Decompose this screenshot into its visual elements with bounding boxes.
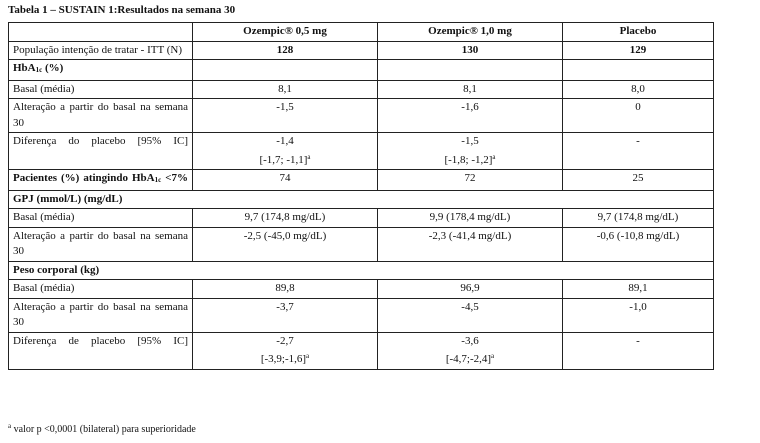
- cell-value: 129: [562, 40, 714, 60]
- header-placebo: Placebo: [562, 22, 714, 42]
- section-header-gpj: GPJ (mmol/L) (mg/dL): [8, 189, 714, 209]
- cell-value: -1,4 [-1,7; -1,1]a: [192, 132, 378, 170]
- cell-value: -: [562, 132, 714, 170]
- cell-value: -3,7: [192, 297, 378, 333]
- cell-value: 74: [192, 169, 378, 191]
- row-label: Alteração a partir do basal na semana 30: [8, 297, 193, 333]
- table-row: Alteração a partir do basal na semana 30…: [8, 297, 714, 333]
- table-row: Diferença de placebo [95% IC] -2,7 [-3,9;…: [8, 331, 714, 370]
- footnote: a valor p <0,0001 (bilateral) para super…: [8, 422, 196, 435]
- cell-value: 8,1: [377, 79, 563, 99]
- cell-value: 8,0: [562, 79, 714, 99]
- cell-value: -2,3 (-41,4 mg/dL): [377, 226, 563, 262]
- cell-value: -3,6 [-4,7;-2,4]a: [377, 331, 563, 370]
- table-row: Diferença do placebo [95% IC] -1,4 [-1,7;…: [8, 132, 714, 170]
- cell-value: -1,5: [192, 98, 378, 133]
- cell-value: 89,8: [192, 279, 378, 299]
- table-row: População intenção de tratar - ITT (N) 1…: [8, 40, 714, 60]
- cell-value: -2,7 [-3,9;-1,6]a: [192, 331, 378, 370]
- cell-value: 96,9: [377, 279, 563, 299]
- table-title: Tabela 1 – SUSTAIN 1:Resultados na seman…: [8, 4, 236, 16]
- row-label: População intenção de tratar - ITT (N): [8, 40, 193, 60]
- table-row: Alteração a partir do basal na semana 30…: [8, 98, 714, 133]
- table-row: Basal (média) 8,1 8,1 8,0: [8, 79, 714, 99]
- cell-value: 89,1: [562, 279, 714, 299]
- section-row: GPJ (mmol/L) (mg/dL): [8, 189, 714, 209]
- cell-value: 8,1: [192, 79, 378, 99]
- cell-value: -1,5 [-1,8; -1,2]a: [377, 132, 563, 170]
- cell-value: 9,7 (174,8 mg/dL): [192, 208, 378, 228]
- table-row: Basal (média) 9,7 (174,8 mg/dL) 9,9 (178…: [8, 208, 714, 228]
- header-ozempic-05: Ozempic® 0,5 mg: [192, 22, 378, 42]
- cell-value: -: [562, 331, 714, 370]
- footnote-text: valor p <0,0001 (bilateral) para superio…: [11, 424, 196, 435]
- header-row: Ozempic® 0,5 mg Ozempic® 1,0 mg Placebo: [8, 22, 714, 42]
- row-label: Alteração a partir do basal na semana 30: [8, 98, 193, 133]
- results-table: Ozempic® 0,5 mg Ozempic® 1,0 mg Placebo …: [8, 22, 714, 370]
- cell-value: -2,5 (-45,0 mg/dL): [192, 226, 378, 262]
- footnote-marker: a: [8, 422, 12, 430]
- cell-value: 25: [562, 169, 714, 191]
- cell-value: 128: [192, 40, 378, 60]
- cell-value: -4,5: [377, 297, 563, 333]
- row-label: Basal (média): [8, 279, 193, 299]
- table-row: Pacientes (%) atingindo HbA1c <7% 74 72 …: [8, 169, 714, 191]
- row-label: Basal (média): [8, 79, 193, 99]
- cell-value: 0: [562, 98, 714, 133]
- row-label: Pacientes (%) atingindo HbA1c <7%: [8, 169, 193, 191]
- cell-value: 72: [377, 169, 563, 191]
- cell-value: 130: [377, 40, 563, 60]
- section-header-hba1c: HbA1c (%): [8, 59, 193, 81]
- table-row: Basal (média) 89,8 96,9 89,1: [8, 279, 714, 299]
- section-row: HbA1c (%): [8, 59, 714, 81]
- header-ozempic-10: Ozempic® 1,0 mg: [377, 22, 563, 42]
- cell-value: 9,7 (174,8 mg/dL): [562, 208, 714, 228]
- table-row: Alteração a partir do basal na semana 30…: [8, 226, 714, 262]
- row-label: Diferença do placebo [95% IC]: [8, 132, 193, 170]
- cell-value: -0,6 (-10,8 mg/dL): [562, 226, 714, 262]
- section-row: Peso corporal (kg): [8, 260, 714, 280]
- row-label: Alteração a partir do basal na semana 30: [8, 226, 193, 262]
- header-empty: [8, 22, 193, 42]
- row-label: Diferença de placebo [95% IC]: [8, 331, 193, 370]
- section-header-weight: Peso corporal (kg): [8, 260, 714, 280]
- row-label: Basal (média): [8, 208, 193, 228]
- cell-value: -1,6: [377, 98, 563, 133]
- cell-value: -1,0: [562, 297, 714, 333]
- cell-value: 9,9 (178,4 mg/dL): [377, 208, 563, 228]
